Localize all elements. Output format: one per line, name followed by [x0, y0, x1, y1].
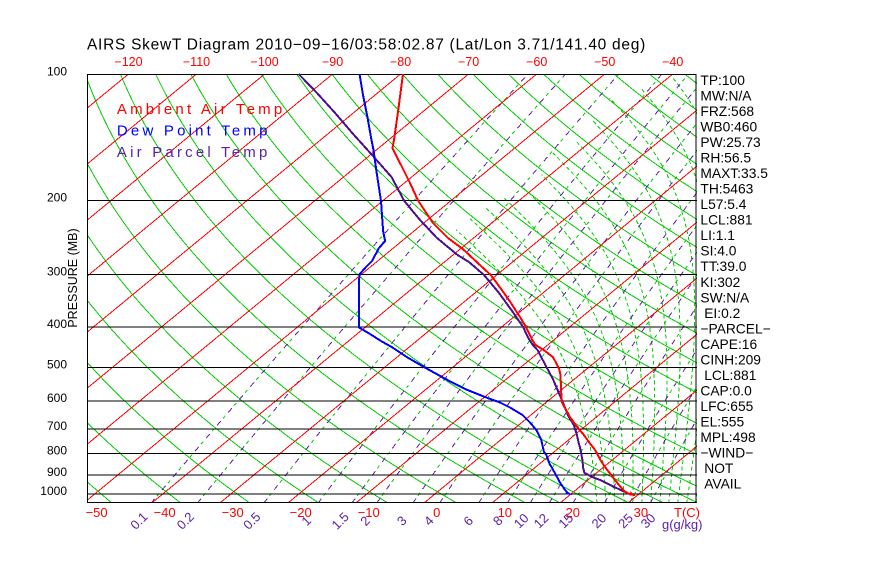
svg-text:TP:100: TP:100 [700, 73, 745, 88]
svg-text:700: 700 [47, 419, 67, 433]
svg-text:−110: −110 [183, 55, 210, 69]
svg-text:TT:39.0: TT:39.0 [700, 259, 746, 274]
svg-text:−90: −90 [322, 55, 343, 69]
svg-text:SW:N/A: SW:N/A [700, 290, 750, 305]
svg-text:MAXT:33.5: MAXT:33.5 [700, 166, 768, 181]
svg-text:900: 900 [47, 465, 67, 479]
svg-text:600: 600 [47, 391, 67, 405]
svg-text:EL:555: EL:555 [700, 414, 744, 429]
svg-text:−10: −10 [358, 505, 380, 520]
svg-text:30: 30 [634, 505, 648, 520]
svg-text:TH:5463: TH:5463 [700, 182, 753, 197]
svg-text:200: 200 [47, 191, 67, 205]
svg-text:PRESSURE (MB): PRESSURE (MB) [66, 228, 80, 327]
svg-text:−50: −50 [594, 55, 615, 69]
svg-text:100: 100 [47, 65, 67, 79]
svg-text:PW:25.73: PW:25.73 [700, 135, 761, 150]
svg-text:−40: −40 [662, 55, 683, 69]
svg-text:AVAIL: AVAIL [700, 477, 741, 492]
svg-text:10: 10 [498, 505, 512, 520]
svg-text:CAP:0.0: CAP:0.0 [700, 383, 752, 398]
svg-text:−WIND−: −WIND− [700, 446, 753, 461]
svg-text:800: 800 [47, 443, 67, 457]
svg-text:g(g/kg): g(g/kg) [662, 517, 702, 532]
svg-text:−40: −40 [154, 505, 176, 520]
svg-text:−50: −50 [86, 505, 108, 520]
svg-text:AIRS SkewT Diagram 2010−09−16/: AIRS SkewT Diagram 2010−09−16/03:58:02.8… [87, 37, 646, 54]
svg-text:MPL:498: MPL:498 [700, 430, 756, 445]
svg-text:−30: −30 [222, 505, 244, 520]
svg-text:−120: −120 [114, 55, 142, 69]
svg-text:EI:0.2: EI:0.2 [700, 306, 740, 321]
svg-text:T(C): T(C) [674, 505, 700, 520]
svg-text:500: 500 [47, 358, 67, 372]
svg-text:−80: −80 [390, 55, 411, 69]
svg-text:−70: −70 [458, 55, 479, 69]
svg-text:L57:5.4: L57:5.4 [700, 197, 746, 212]
svg-text:LI:1.1: LI:1.1 [700, 228, 735, 243]
svg-text:Ambient Air Temp: Ambient Air Temp [117, 101, 285, 118]
svg-text:RH:56.5: RH:56.5 [700, 151, 751, 166]
svg-text:−PARCEL−: −PARCEL− [700, 321, 770, 336]
svg-text:KI:302: KI:302 [700, 275, 740, 290]
svg-text:1000: 1000 [40, 484, 67, 498]
svg-text:20: 20 [566, 505, 580, 520]
svg-text:−20: −20 [290, 505, 312, 520]
svg-text:FRZ:568: FRZ:568 [700, 104, 754, 119]
svg-text:NOT: NOT [700, 461, 734, 476]
svg-text:−100: −100 [251, 55, 279, 69]
svg-text:300: 300 [47, 264, 67, 278]
svg-text:Dew Point Temp: Dew Point Temp [117, 123, 271, 140]
svg-text:−60: −60 [526, 55, 547, 69]
svg-text:MW:N/A: MW:N/A [700, 89, 752, 104]
svg-text:LFC:655: LFC:655 [700, 399, 753, 414]
svg-text:LCL:881: LCL:881 [700, 368, 756, 383]
svg-text:Air Parcel Temp: Air Parcel Temp [117, 144, 271, 161]
svg-text:CINH:209: CINH:209 [700, 352, 761, 367]
svg-text:400: 400 [47, 317, 67, 331]
svg-text:CAPE:16: CAPE:16 [700, 337, 757, 352]
svg-text:SI:4.0: SI:4.0 [700, 244, 736, 259]
svg-text:WB0:460: WB0:460 [700, 120, 757, 135]
svg-text:LCL:881: LCL:881 [700, 213, 752, 228]
svg-text:0: 0 [433, 505, 440, 520]
